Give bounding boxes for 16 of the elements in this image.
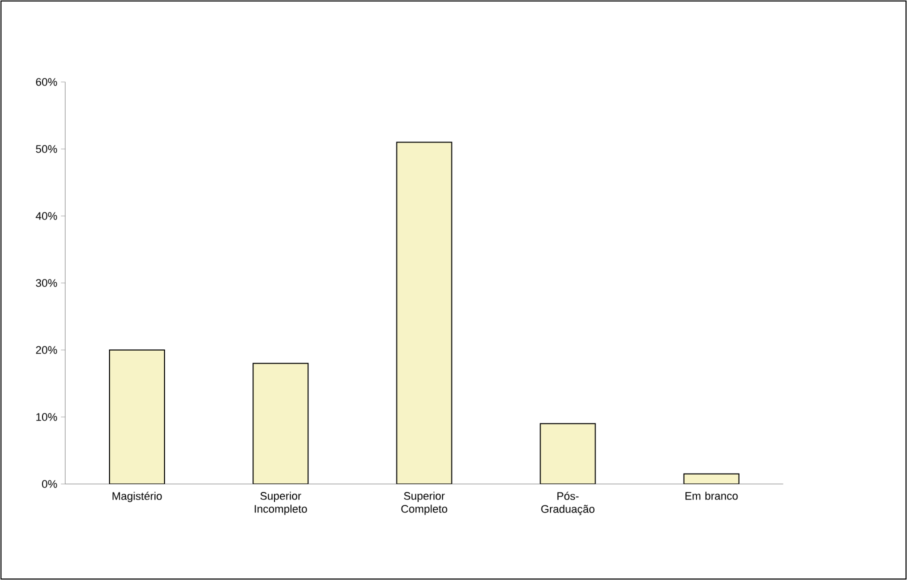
- y-tick-label: 0%: [42, 480, 58, 488]
- bar: [109, 349, 166, 484]
- y-tick-label: 30%: [36, 279, 58, 287]
- x-tick-label: Superior Incompleto: [254, 492, 307, 515]
- x-tick-label: Pós-Graduação: [541, 492, 594, 516]
- y-tick-label: 10%: [36, 413, 58, 421]
- y-tick-label: 40%: [36, 212, 58, 220]
- x-tick-label: Superior Completo: [401, 492, 448, 515]
- y-tick-label: 50%: [36, 145, 58, 153]
- bar: [396, 142, 452, 484]
- y-tick-label: 20%: [36, 346, 58, 354]
- y-tick-label: 60%: [36, 78, 58, 86]
- x-tick-label: Magistério: [112, 492, 162, 502]
- bar: [540, 423, 596, 484]
- x-tick-label: Em branco: [686, 492, 738, 500]
- bar: [252, 362, 309, 484]
